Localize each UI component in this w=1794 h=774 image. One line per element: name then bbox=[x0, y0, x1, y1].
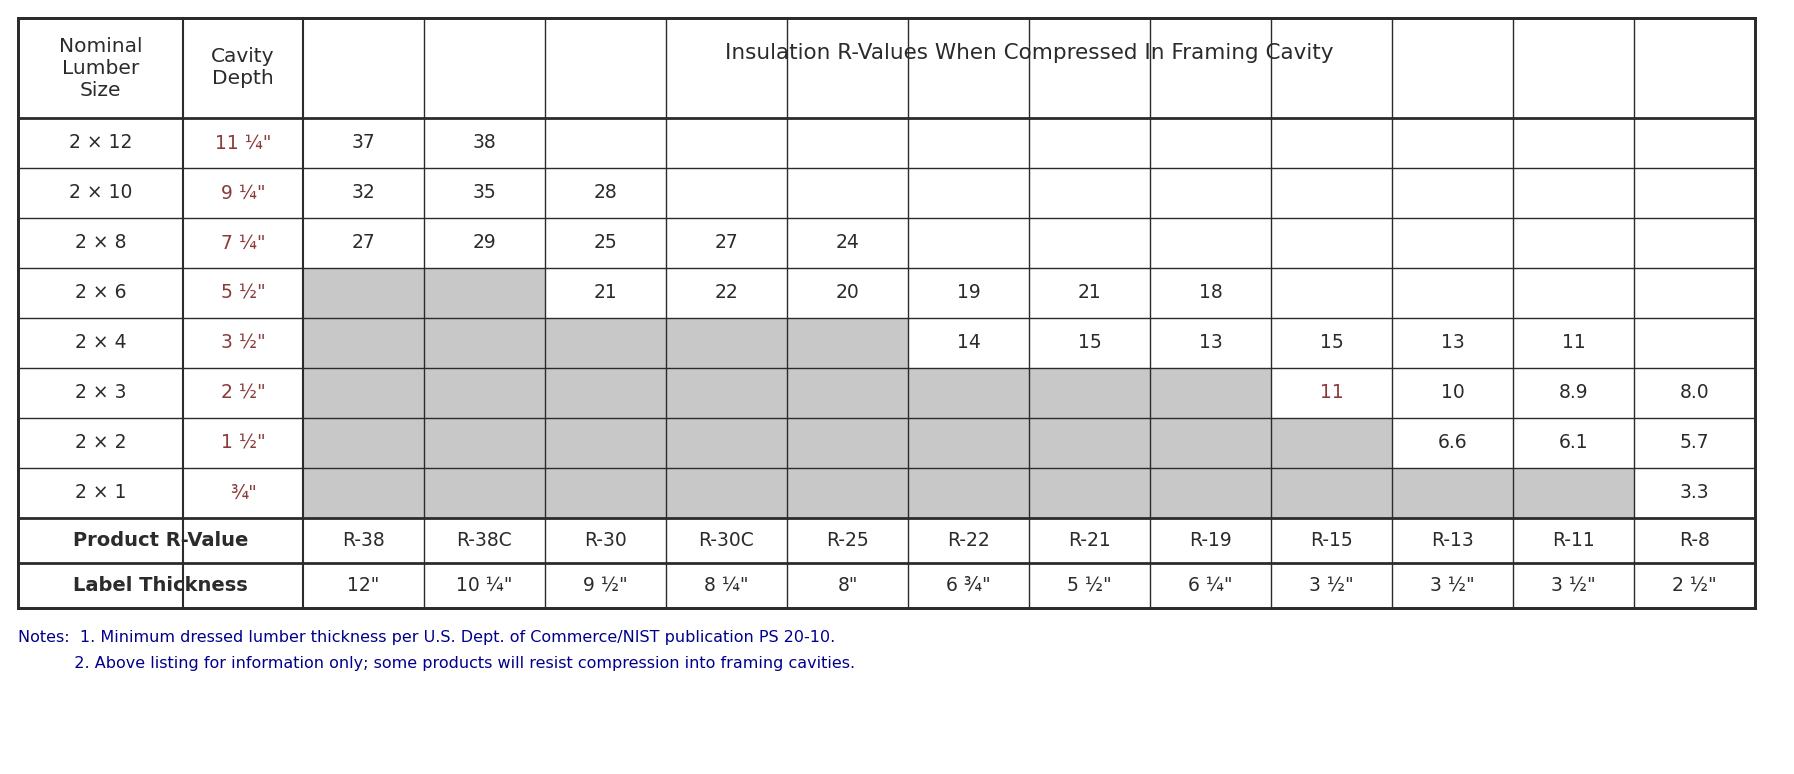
Bar bbox=[303, 268, 545, 318]
Text: 35: 35 bbox=[472, 183, 497, 203]
Text: 9 ¼": 9 ¼" bbox=[221, 183, 266, 203]
Text: 3 ½": 3 ½" bbox=[1310, 576, 1354, 595]
Bar bbox=[18, 18, 1755, 608]
Text: 11: 11 bbox=[1561, 334, 1586, 352]
Text: 38: 38 bbox=[472, 133, 497, 152]
Text: Nominal
Lumber
Size: Nominal Lumber Size bbox=[59, 36, 142, 100]
Text: Label Thickness: Label Thickness bbox=[74, 576, 248, 595]
Text: Product R-Value: Product R-Value bbox=[74, 531, 248, 550]
Text: 10 ¼": 10 ¼" bbox=[456, 576, 513, 595]
Text: 14: 14 bbox=[956, 334, 981, 352]
Text: R-25: R-25 bbox=[825, 531, 868, 550]
Text: 29: 29 bbox=[472, 234, 497, 252]
Text: 8 ¼": 8 ¼" bbox=[705, 576, 748, 595]
Text: R-30: R-30 bbox=[585, 531, 626, 550]
Text: 3 ½": 3 ½" bbox=[221, 334, 266, 352]
Text: 7 ¼": 7 ¼" bbox=[221, 234, 266, 252]
Text: 13: 13 bbox=[1441, 334, 1464, 352]
Text: 8.0: 8.0 bbox=[1679, 383, 1710, 402]
Bar bbox=[303, 368, 1270, 418]
Text: 9 ½": 9 ½" bbox=[583, 576, 628, 595]
Text: 2 × 3: 2 × 3 bbox=[75, 383, 126, 402]
Text: 8.9: 8.9 bbox=[1559, 383, 1588, 402]
Text: 2. Above listing for information only; some products will resist compression int: 2. Above listing for information only; s… bbox=[18, 656, 856, 671]
Text: 2 × 4: 2 × 4 bbox=[75, 334, 126, 352]
Text: R-8: R-8 bbox=[1679, 531, 1710, 550]
Text: 2 ½": 2 ½" bbox=[221, 383, 266, 402]
Bar bbox=[303, 318, 908, 368]
Text: 2 × 10: 2 × 10 bbox=[68, 183, 133, 203]
Text: 2 × 2: 2 × 2 bbox=[75, 433, 126, 453]
Text: 13: 13 bbox=[1198, 334, 1222, 352]
Text: R-13: R-13 bbox=[1432, 531, 1475, 550]
Text: 2 × 8: 2 × 8 bbox=[75, 234, 126, 252]
Text: 37: 37 bbox=[352, 133, 375, 152]
Text: 5 ½": 5 ½" bbox=[1067, 576, 1112, 595]
Text: 2 ½": 2 ½" bbox=[1672, 576, 1717, 595]
Text: 6.1: 6.1 bbox=[1559, 433, 1588, 453]
Text: R-38C: R-38C bbox=[457, 531, 513, 550]
Text: 3.3: 3.3 bbox=[1679, 484, 1710, 502]
Text: R-15: R-15 bbox=[1310, 531, 1353, 550]
Text: 27: 27 bbox=[714, 234, 739, 252]
Text: 20: 20 bbox=[836, 283, 859, 303]
Text: 28: 28 bbox=[594, 183, 617, 203]
Text: 24: 24 bbox=[836, 234, 859, 252]
Text: 3 ½": 3 ½" bbox=[1430, 576, 1475, 595]
Text: R-38: R-38 bbox=[343, 531, 386, 550]
Text: 19: 19 bbox=[956, 283, 980, 303]
Text: R-30C: R-30C bbox=[698, 531, 753, 550]
Text: 22: 22 bbox=[714, 283, 739, 303]
Bar bbox=[303, 418, 1392, 468]
Text: 11: 11 bbox=[1320, 383, 1344, 402]
Text: 6 ¼": 6 ¼" bbox=[1188, 576, 1232, 595]
Text: R-11: R-11 bbox=[1552, 531, 1595, 550]
Bar bbox=[303, 468, 1634, 518]
Text: Notes:  1. Minimum dressed lumber thickness per U.S. Dept. of Commerce/NIST publ: Notes: 1. Minimum dressed lumber thickne… bbox=[18, 630, 836, 645]
Text: 10: 10 bbox=[1441, 383, 1464, 402]
Text: 5.7: 5.7 bbox=[1679, 433, 1710, 453]
Text: 1 ½": 1 ½" bbox=[221, 433, 266, 453]
Text: R-22: R-22 bbox=[947, 531, 990, 550]
Text: 15: 15 bbox=[1320, 334, 1344, 352]
Text: 2 × 1: 2 × 1 bbox=[75, 484, 126, 502]
Text: 27: 27 bbox=[352, 234, 375, 252]
Text: 18: 18 bbox=[1198, 283, 1222, 303]
Text: 32: 32 bbox=[352, 183, 375, 203]
Text: 21: 21 bbox=[1078, 283, 1102, 303]
Text: 5 ½": 5 ½" bbox=[221, 283, 266, 303]
Text: Insulation R-Values When Compressed In Framing Cavity: Insulation R-Values When Compressed In F… bbox=[725, 43, 1333, 63]
Text: 21: 21 bbox=[594, 283, 617, 303]
Text: ¾": ¾" bbox=[230, 484, 257, 502]
Text: 2 × 6: 2 × 6 bbox=[75, 283, 126, 303]
Text: Cavity
Depth: Cavity Depth bbox=[212, 47, 274, 88]
Text: 25: 25 bbox=[594, 234, 617, 252]
Text: 6 ¾": 6 ¾" bbox=[945, 576, 990, 595]
Text: 3 ½": 3 ½" bbox=[1552, 576, 1597, 595]
Text: R-19: R-19 bbox=[1189, 531, 1232, 550]
Text: 8": 8" bbox=[838, 576, 858, 595]
Text: 2 × 12: 2 × 12 bbox=[68, 133, 133, 152]
Text: 11 ¼": 11 ¼" bbox=[215, 133, 271, 152]
Text: 6.6: 6.6 bbox=[1437, 433, 1467, 453]
Text: R-21: R-21 bbox=[1067, 531, 1110, 550]
Text: 15: 15 bbox=[1078, 334, 1102, 352]
Bar bbox=[18, 18, 1755, 608]
Text: 12": 12" bbox=[348, 576, 380, 595]
